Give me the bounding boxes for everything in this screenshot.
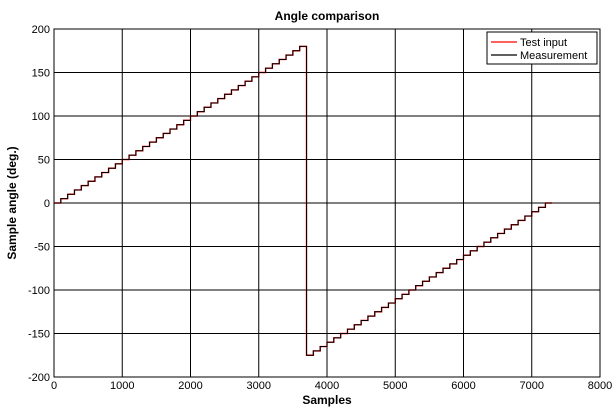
x-axis-ticks: 0 1000 2000 3000 4000 5000 6000 7000 8000 <box>51 380 612 392</box>
series-lines <box>54 45 553 356</box>
y-tick-label: 0 <box>44 198 50 210</box>
y-tick-label: -200 <box>28 372 50 384</box>
legend-label-measurement: Measurement <box>520 50 587 62</box>
x-tick-label: 0 <box>51 380 57 392</box>
y-tick-label: 150 <box>32 68 50 80</box>
x-tick-label: 3000 <box>247 380 271 392</box>
x-tick-label: 6000 <box>451 380 475 392</box>
y-tick-label: -100 <box>28 285 50 297</box>
legend: Test input Measurement <box>486 31 598 65</box>
x-tick-label: 2000 <box>178 380 202 392</box>
y-axis-ticks: -200 -150 -100 -50 0 50 100 150 200 <box>28 24 50 384</box>
x-tick-label: 5000 <box>383 380 407 392</box>
y-axis-label: Sample angle (deg.) <box>5 146 19 259</box>
x-tick-label: 8000 <box>588 380 612 392</box>
y-tick-label: 100 <box>32 111 50 123</box>
y-tick-label: -150 <box>28 329 50 341</box>
y-tick-label: -50 <box>34 242 50 254</box>
plot-area-frame <box>53 28 601 378</box>
x-tick-label: 1000 <box>110 380 134 392</box>
legend-box <box>486 31 598 65</box>
x-tick-label: 4000 <box>315 380 339 392</box>
series-line-measurement <box>54 45 553 356</box>
chart-title: Angle comparison <box>275 9 380 23</box>
y-tick-label: 50 <box>38 155 50 167</box>
legend-label-test-input: Test input <box>520 37 567 49</box>
x-axis-label: Samples <box>302 393 352 407</box>
x-tick-label: 7000 <box>520 380 544 392</box>
y-tick-label: 200 <box>32 24 50 36</box>
